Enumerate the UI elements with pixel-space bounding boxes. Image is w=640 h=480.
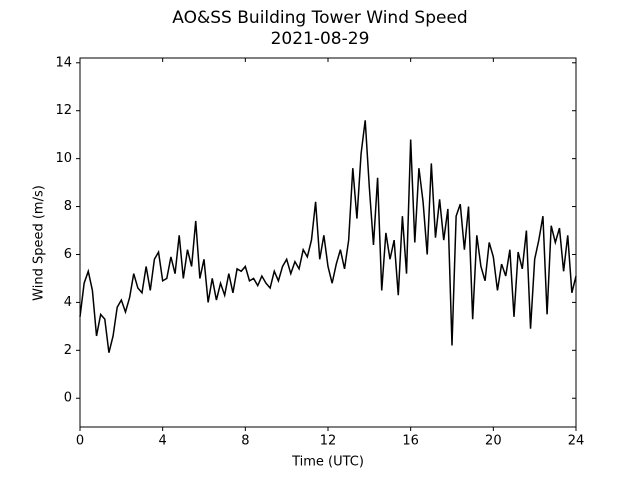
- y-axis-label: Wind Speed (m/s): [32, 185, 47, 301]
- y-tick-label: 2: [64, 343, 72, 358]
- x-tick-label: 0: [76, 434, 84, 449]
- x-tick-label: 20: [485, 434, 502, 449]
- x-tick-label: 24: [568, 434, 585, 449]
- chart-title: AO&SS Building Tower Wind Speed: [172, 8, 467, 28]
- x-axis-label: Time (UTC): [291, 455, 364, 470]
- y-tick-label: 6: [64, 247, 72, 262]
- y-tick-label: 4: [64, 295, 72, 310]
- x-tick-label: 16: [402, 434, 419, 449]
- plot-frame: [79, 57, 577, 428]
- chart-subtitle: 2021-08-29: [271, 29, 370, 49]
- y-tick-label: 0: [64, 391, 72, 406]
- x-tick-label: 12: [320, 434, 337, 449]
- y-tick-label: 12: [55, 103, 72, 118]
- x-tick-label: 4: [159, 434, 167, 449]
- x-tick-label: 8: [241, 434, 249, 449]
- y-tick-label: 8: [64, 199, 72, 214]
- y-tick-label: 14: [55, 55, 72, 70]
- y-tick-label: 10: [55, 151, 72, 166]
- data-line: [79, 120, 577, 353]
